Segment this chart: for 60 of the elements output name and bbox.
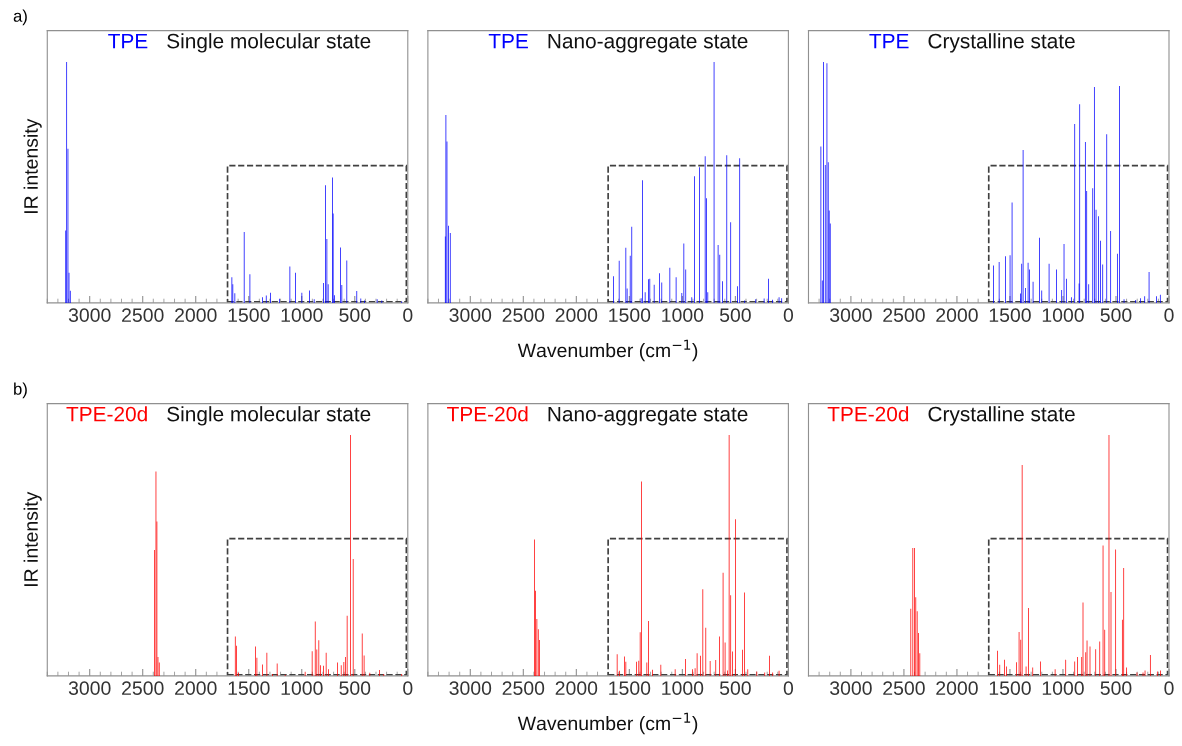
x-tick-label: 2000 [936, 681, 978, 696]
x-tick-label: 500 [719, 681, 751, 696]
x-tick-label: 3000 [830, 681, 872, 696]
text: b) [14, 382, 27, 399]
x-tick-label: 3000 [830, 308, 872, 323]
x-tick-label: 500 [339, 681, 371, 696]
x-tick-label: 500 [719, 308, 751, 323]
x-tick-label: 1000 [662, 308, 704, 323]
text: TPE-20d [827, 406, 909, 422]
x-tick-label: 2000 [175, 681, 217, 696]
x-tick-label: 1000 [281, 681, 323, 696]
x-tick-label: 2000 [936, 308, 978, 323]
x-tick-label: 0 [403, 681, 413, 696]
text: TPE-20d [66, 406, 147, 422]
x-tick-label: 500 [1100, 308, 1132, 323]
x-tick-label: 500 [339, 308, 371, 323]
x-tick-label: 2500 [883, 308, 925, 323]
x-tick-label: 2500 [122, 681, 164, 696]
x-tick-label: 0 [1164, 308, 1174, 323]
x-tick-label: 2000 [555, 681, 598, 696]
x-tick-label: 0 [783, 681, 794, 696]
text: a) [13, 9, 27, 26]
x-tick-label: 2500 [122, 308, 164, 323]
text: TPE [488, 33, 528, 49]
y-axis-title: IR intensity [23, 118, 42, 214]
chart-title: Single molecular state [167, 33, 371, 53]
x-tick-label: 500 [1100, 681, 1132, 696]
x-tick-label: 3000 [449, 308, 492, 323]
x-axis-title: Wavenumber (cm$^{−1}$) [517, 339, 698, 362]
x-tick-label: 1500 [989, 308, 1031, 323]
x-tick-label: 2000 [175, 308, 217, 323]
chart-title: Nano-aggregate state [548, 33, 748, 53]
text: TPE [869, 33, 909, 49]
x-tick-label: 3000 [68, 681, 111, 696]
chart-title: Crystalline state [928, 33, 1075, 53]
x-tick-label: 1000 [281, 308, 323, 323]
x-tick-label: 1500 [228, 308, 270, 323]
x-tick-label: 0 [403, 308, 413, 323]
text: TPE-20d [447, 406, 528, 422]
x-tick-label: 2500 [502, 308, 545, 323]
chart-title: Crystalline state [928, 406, 1075, 426]
x-tick-label: 1500 [228, 681, 270, 696]
x-tick-label: 3000 [68, 308, 111, 323]
chart-title: Nano-aggregate state [548, 406, 748, 426]
x-tick-label: 1500 [609, 308, 651, 323]
x-tick-label: 2000 [555, 308, 598, 323]
x-tick-label: 2500 [883, 681, 925, 696]
text: TPE [108, 33, 148, 49]
x-tick-label: 1000 [662, 681, 704, 696]
chart-title: Single molecular state [167, 406, 371, 426]
x-tick-label: 1500 [989, 681, 1031, 696]
x-tick-label: 2500 [502, 681, 545, 696]
x-axis-title: Wavenumber (cm$^{−1}$) [517, 712, 698, 735]
x-tick-label: 0 [1164, 681, 1174, 696]
x-tick-label: 0 [783, 308, 794, 323]
x-tick-label: 1500 [609, 681, 651, 696]
x-tick-label: 1000 [1042, 681, 1084, 696]
x-tick-label: 3000 [449, 681, 492, 696]
y-axis-title: IR intensity [23, 491, 42, 587]
x-tick-label: 1000 [1042, 308, 1084, 323]
